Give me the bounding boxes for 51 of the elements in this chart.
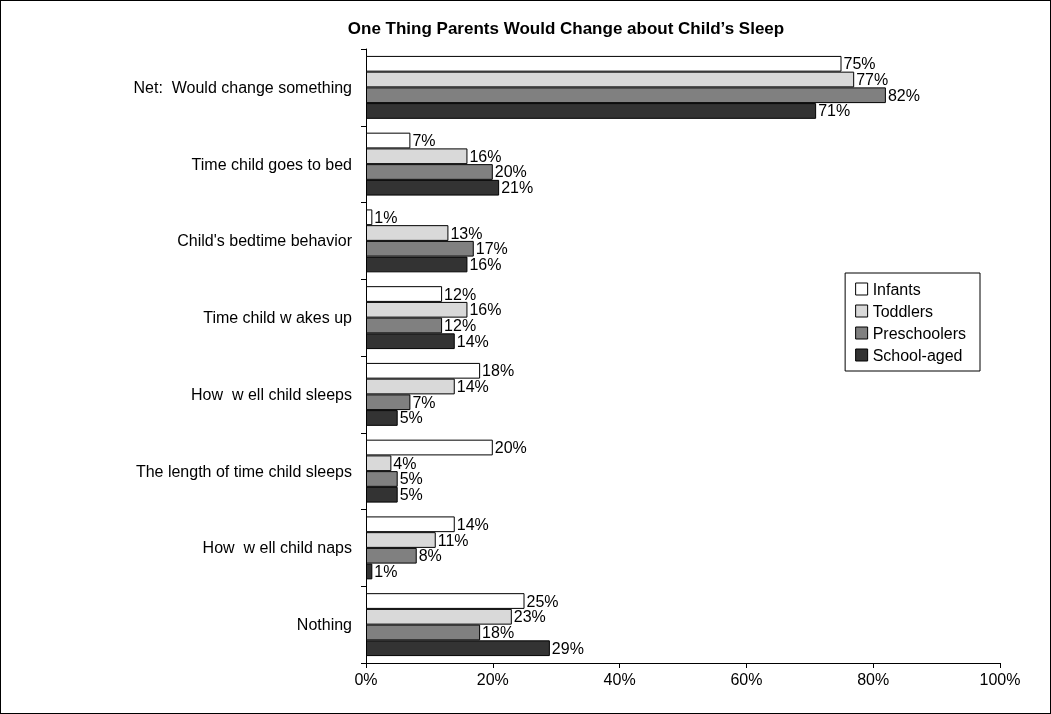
data-label: 18% (482, 623, 515, 641)
x-tick-label: 20% (476, 670, 509, 688)
x-tick-label: 80% (857, 670, 890, 688)
legend-label: School-aged (872, 346, 963, 364)
chart-title: One Thing Parents Would Change about Child’s Sleep (347, 19, 785, 38)
data-label: 29% (551, 639, 584, 657)
y-tick-label: Time child w akes up (203, 309, 353, 327)
legend-label: Infants (872, 280, 921, 298)
data-label: 77% (856, 71, 889, 89)
data-label: 16% (469, 147, 502, 165)
legend-label: Toddlers (872, 302, 934, 320)
data-label: 5% (399, 470, 423, 488)
data-label: 1% (374, 208, 398, 226)
x-tick-label: 0% (354, 670, 378, 688)
data-label: 18% (482, 362, 515, 380)
data-label: 21% (501, 179, 534, 197)
data-label: 14% (456, 332, 489, 350)
y-tick-label: Time child goes to bed (191, 155, 352, 173)
data-label: 16% (469, 301, 502, 319)
y-tick-label: How w ell child sleeps (191, 385, 352, 403)
data-label: 4% (393, 454, 417, 472)
data-label: 7% (412, 132, 436, 150)
data-label: 7% (412, 393, 436, 411)
y-tick-label: Net: Would change something (133, 78, 352, 96)
data-label: 11% (437, 531, 469, 549)
data-label: 82% (887, 86, 920, 104)
data-label: 1% (374, 562, 398, 580)
x-tick-label: 40% (603, 670, 636, 688)
x-tick-label: 60% (730, 670, 763, 688)
data-label: 12% (444, 285, 477, 303)
data-label: 23% (513, 608, 546, 626)
data-label: 14% (456, 515, 489, 533)
data-label: 20% (494, 439, 527, 457)
data-label: 13% (450, 224, 483, 242)
y-tick-label: Child's bedtime behavior (177, 232, 353, 250)
data-label: 16% (469, 255, 502, 273)
y-tick-label: The length of time child sleeps (135, 462, 352, 480)
data-label: 8% (418, 547, 442, 565)
data-label: 17% (475, 240, 508, 258)
y-tick-label: Nothing (296, 616, 352, 634)
data-label: 25% (526, 592, 559, 610)
data-label: 75% (843, 55, 876, 73)
data-label: 5% (399, 409, 423, 427)
x-tick-label: 100% (979, 670, 1021, 688)
y-tick-label: How w ell child naps (202, 539, 352, 557)
data-label: 20% (494, 163, 527, 181)
data-label: 12% (444, 316, 477, 334)
legend-label: Preschoolers (872, 324, 966, 342)
data-label: 14% (456, 378, 489, 396)
data-label: 71% (818, 102, 851, 120)
data-label: 5% (399, 486, 423, 504)
